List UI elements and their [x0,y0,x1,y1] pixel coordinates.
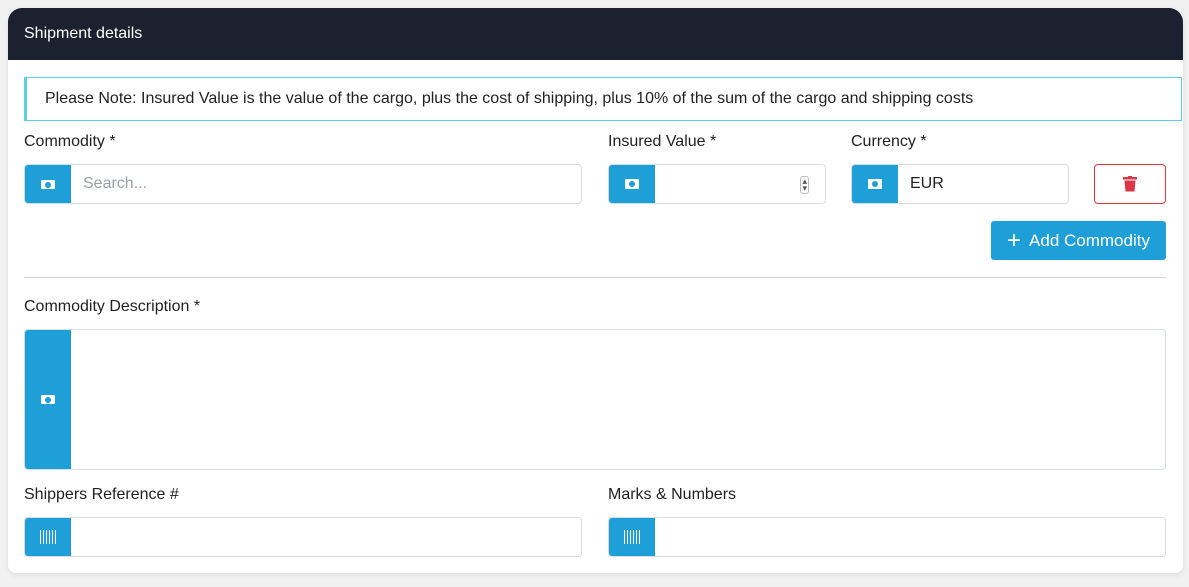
description-group [24,329,1166,470]
number-spinner[interactable]: ▴ ▾ [800,176,809,194]
shippers-reference-label: Shippers Reference # [24,486,179,503]
add-commodity-button[interactable]: + Add Commodity [991,221,1166,260]
trash-icon [1123,176,1137,192]
insured-value-group: ▴ ▾ [608,164,826,204]
description-label: Commodity Description * [24,298,201,315]
shippers-reference-group [24,517,582,557]
box-icon [25,165,71,203]
plus-icon: + [1007,226,1022,254]
card-header-title: Shipment details [8,8,1183,60]
money-icon [609,165,655,203]
shippers-reference-input[interactable] [71,518,581,556]
description-textarea[interactable] [71,330,1165,469]
currency-label: Currency * [851,133,927,150]
commodity-label: Commodity * [24,133,116,150]
divider [24,277,1166,278]
marks-numbers-group [608,517,1166,557]
shipment-details-card: Shipment details Please Note: Insured Va… [8,8,1183,573]
money-icon [852,165,898,203]
insured-value-note: Please Note: Insured Value is the value … [24,77,1182,121]
currency-input[interactable] [898,165,1068,203]
barcode-icon [25,518,71,556]
marks-numbers-input[interactable] [655,518,1165,556]
add-commodity-label: Add Commodity [1029,230,1150,250]
insured-value-input[interactable] [655,165,825,203]
barcode-icon [609,518,655,556]
insured-value-label: Insured Value * [608,133,717,150]
currency-group [851,164,1069,204]
box-icon [25,330,71,469]
commodity-search-group [24,164,582,204]
marks-numbers-label: Marks & Numbers [608,486,737,503]
delete-commodity-button[interactable] [1094,164,1166,204]
commodity-search-input[interactable] [71,165,581,203]
